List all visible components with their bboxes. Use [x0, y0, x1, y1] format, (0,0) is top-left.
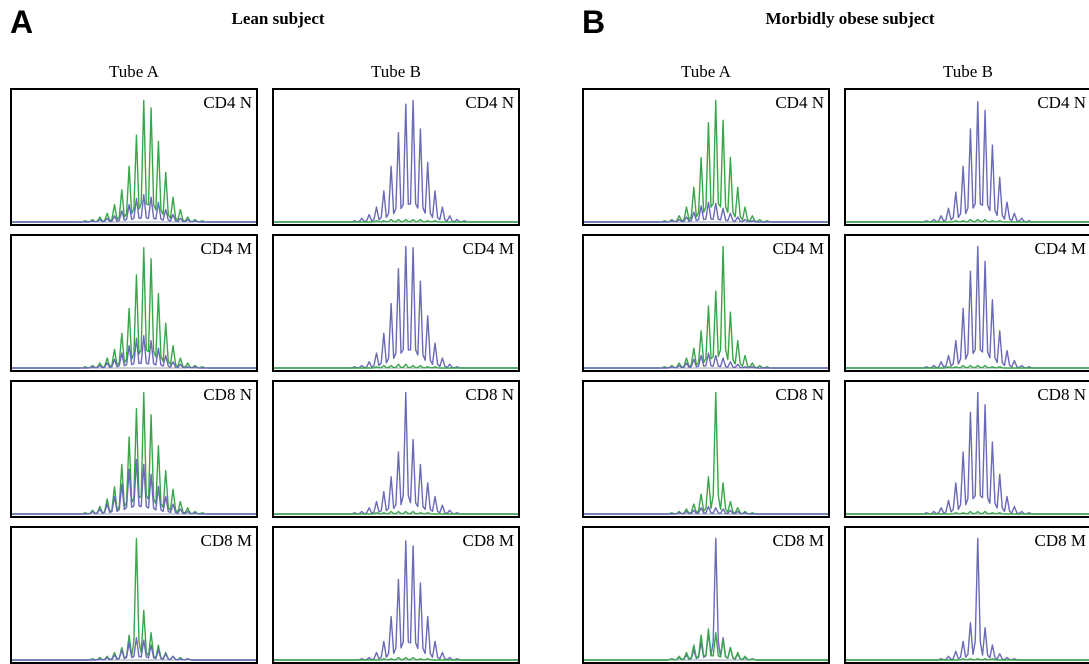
- series-line-green: [274, 363, 518, 369]
- histogram-svg: [846, 391, 1089, 515]
- column-title-b-2: Tube B: [943, 62, 993, 81]
- histogram-panel: CD4 M: [272, 234, 520, 372]
- histogram-svg: [846, 245, 1089, 369]
- histogram-panel: CD4 N: [844, 88, 1089, 226]
- histogram-panel: CD4 M: [10, 234, 258, 372]
- series-line-green: [12, 99, 256, 223]
- histogram-svg: [846, 537, 1089, 661]
- histogram-label: CD4 N: [463, 93, 514, 112]
- panel-letter-a: A: [10, 4, 34, 40]
- histogram-svg: [12, 391, 256, 515]
- histogram-panel: CD4 M: [582, 234, 830, 372]
- histogram-svg: [274, 99, 518, 223]
- histogram-label: CD8 M: [770, 531, 824, 550]
- column-title-b-1: Tube A: [681, 62, 731, 81]
- histogram-label: CD8 N: [463, 385, 514, 404]
- series-line-green: [12, 537, 256, 661]
- series-line-blue: [584, 505, 828, 515]
- histogram-panel: CD8 N: [844, 380, 1089, 518]
- histogram-panel: CD8 M: [272, 526, 520, 664]
- histogram-panel: CD4 M: [844, 234, 1089, 372]
- series-line-green: [274, 510, 518, 515]
- series-line-green: [846, 510, 1089, 515]
- series-line-blue: [274, 540, 518, 661]
- histogram-panel: CD4 N: [272, 88, 520, 226]
- histogram-label: CD4 N: [201, 93, 252, 112]
- histogram-panel: CD8 N: [10, 380, 258, 518]
- series-line-green: [12, 391, 256, 515]
- series-line-blue: [12, 458, 256, 515]
- histogram-label: CD8 M: [1032, 531, 1086, 550]
- histogram-svg: [274, 540, 518, 661]
- series-line-blue: [274, 391, 518, 515]
- histogram-label: CD4 N: [1035, 93, 1086, 112]
- histogram-svg: [584, 245, 828, 369]
- series-line-green: [846, 658, 1089, 661]
- series-line-blue: [274, 99, 518, 223]
- histogram-label: CD4 M: [198, 239, 252, 258]
- histogram-svg: [584, 391, 828, 515]
- histogram-label: CD8 N: [773, 385, 824, 404]
- series-line-green: [274, 656, 518, 661]
- histogram-panel: CD8 M: [844, 526, 1089, 664]
- histogram-label: CD4 M: [1032, 239, 1086, 258]
- series-line-blue: [846, 391, 1089, 515]
- histogram-panel: CD4 N: [582, 88, 830, 226]
- histogram-svg: [274, 245, 518, 369]
- series-line-blue: [846, 537, 1089, 661]
- panel-title-a: Lean subject: [231, 9, 325, 28]
- series-line-green: [584, 391, 828, 515]
- histogram-panel: CD8 M: [10, 526, 258, 664]
- histogram-svg: [584, 99, 828, 223]
- series-line-blue: [846, 101, 1089, 223]
- panel-letter-b: B: [582, 4, 606, 40]
- histogram-label: CD8 M: [198, 531, 252, 550]
- series-line-blue: [12, 194, 256, 223]
- series-line-green: [584, 99, 828, 223]
- series-line-blue: [12, 335, 256, 369]
- histogram-panel: CD8 M: [582, 526, 830, 664]
- histogram-panel: CD8 N: [272, 380, 520, 518]
- series-line-green: [584, 628, 828, 661]
- histogram-label: CD8 N: [1035, 385, 1086, 404]
- histogram-svg: [12, 247, 256, 369]
- histogram-svg: [846, 101, 1089, 223]
- series-line-blue: [584, 537, 828, 661]
- series-line-green: [12, 247, 256, 369]
- histogram-svg: [584, 537, 828, 661]
- histogram-label: CD8 N: [201, 385, 252, 404]
- series-line-green: [846, 364, 1089, 369]
- histogram-svg: [12, 99, 256, 223]
- histogram-svg: [12, 537, 256, 661]
- histogram-panel: CD4 N: [10, 88, 258, 226]
- series-line-blue: [846, 245, 1089, 369]
- histogram-label: CD8 M: [460, 531, 514, 550]
- histogram-label: CD4 N: [773, 93, 824, 112]
- series-line-green: [274, 218, 518, 223]
- series-line-blue: [584, 201, 828, 223]
- column-title-a-2: Tube B: [371, 62, 421, 81]
- series-line-green: [846, 218, 1089, 223]
- column-title-a-1: Tube A: [109, 62, 159, 81]
- histogram-label: CD4 M: [460, 239, 514, 258]
- series-line-blue: [12, 636, 256, 661]
- histogram-svg: [274, 391, 518, 515]
- histogram-label: CD4 M: [770, 239, 824, 258]
- panel-title-b: Morbidly obese subject: [765, 9, 935, 28]
- series-line-blue: [584, 352, 828, 369]
- series-line-green: [584, 245, 828, 369]
- histogram-panel: CD8 N: [582, 380, 830, 518]
- series-line-blue: [274, 245, 518, 369]
